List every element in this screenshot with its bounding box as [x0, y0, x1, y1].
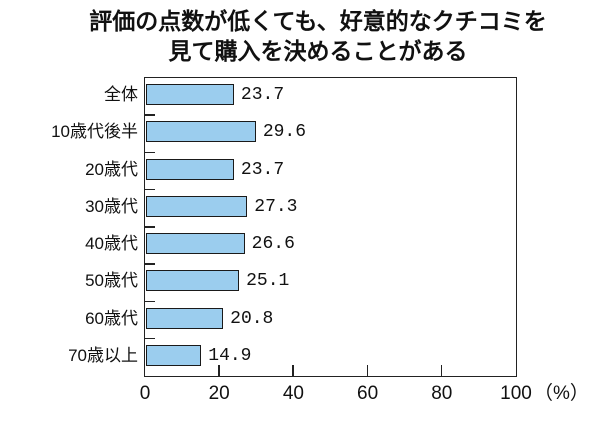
category-label: 70歳以上 — [68, 345, 138, 365]
value-label: 25.1 — [246, 271, 290, 292]
y-axis-tick — [145, 151, 155, 153]
y-axis-tick — [145, 226, 155, 228]
value-label: 23.7 — [240, 159, 285, 180]
bar-row: 70歳以上 14.9 — [0, 338, 600, 375]
value-label: 27.3 — [254, 196, 298, 217]
x-axis-tick-label: 60 — [357, 383, 379, 404]
chart-title-line-1: 評価の点数が低くても、好意的なクチコミを — [89, 9, 547, 35]
bar — [146, 195, 248, 217]
x-axis-tick — [218, 365, 220, 376]
bar-row: 30歳代 27.3 — [0, 189, 600, 226]
y-axis-tick — [145, 337, 155, 340]
bar — [146, 158, 234, 180]
bar-row: 50歳代 25.1 — [0, 263, 600, 300]
bar — [146, 121, 256, 143]
value-label: 14.9 — [208, 345, 252, 366]
category-label: 40歳代 — [85, 234, 138, 253]
y-axis-tick — [145, 263, 155, 265]
x-axis-tick — [440, 365, 443, 376]
bar-row: 20歳代 23.7 — [0, 152, 600, 189]
x-axis-unit: （%） — [534, 383, 589, 404]
x-axis-tick — [366, 365, 369, 376]
x-axis-tick — [292, 365, 294, 376]
chart-title-line-2: 見て購入を決めることがある — [168, 39, 468, 65]
bar — [146, 270, 240, 292]
value-label: 26.6 — [251, 234, 295, 254]
value-label: 20.8 — [230, 308, 274, 329]
bar — [146, 344, 202, 366]
y-axis-tick — [145, 300, 155, 302]
value-label: 29.6 — [262, 122, 307, 143]
category-label: 20歳代 — [85, 159, 138, 179]
x-axis-tick-label: 20 — [208, 383, 230, 404]
bar-row: 全体 23.7 — [0, 77, 600, 114]
y-axis-tick — [145, 188, 155, 191]
category-label: 60歳代 — [85, 308, 138, 328]
x-axis-tick-label: 80 — [431, 383, 453, 404]
bar — [146, 307, 224, 329]
bar-row: 40歳代 26.6 — [0, 226, 600, 263]
bar-row: 60歳代 20.8 — [0, 301, 600, 338]
category-label: 全体 — [104, 85, 138, 104]
bar-row: 10歳代後半 29.6 — [0, 114, 600, 151]
category-label: 10歳代後半 — [51, 122, 138, 142]
x-axis-tick-label: 100 — [500, 383, 532, 404]
bar — [146, 233, 245, 254]
bar — [146, 84, 234, 105]
plot-frame — [144, 77, 517, 377]
category-label: 50歳代 — [85, 271, 138, 291]
category-label: 30歳代 — [85, 196, 138, 216]
value-label: 23.7 — [240, 85, 285, 105]
x-axis-tick-label: 0 — [139, 383, 151, 404]
x-axis-tick-label: 40 — [282, 383, 304, 404]
y-axis-tick — [145, 114, 155, 116]
